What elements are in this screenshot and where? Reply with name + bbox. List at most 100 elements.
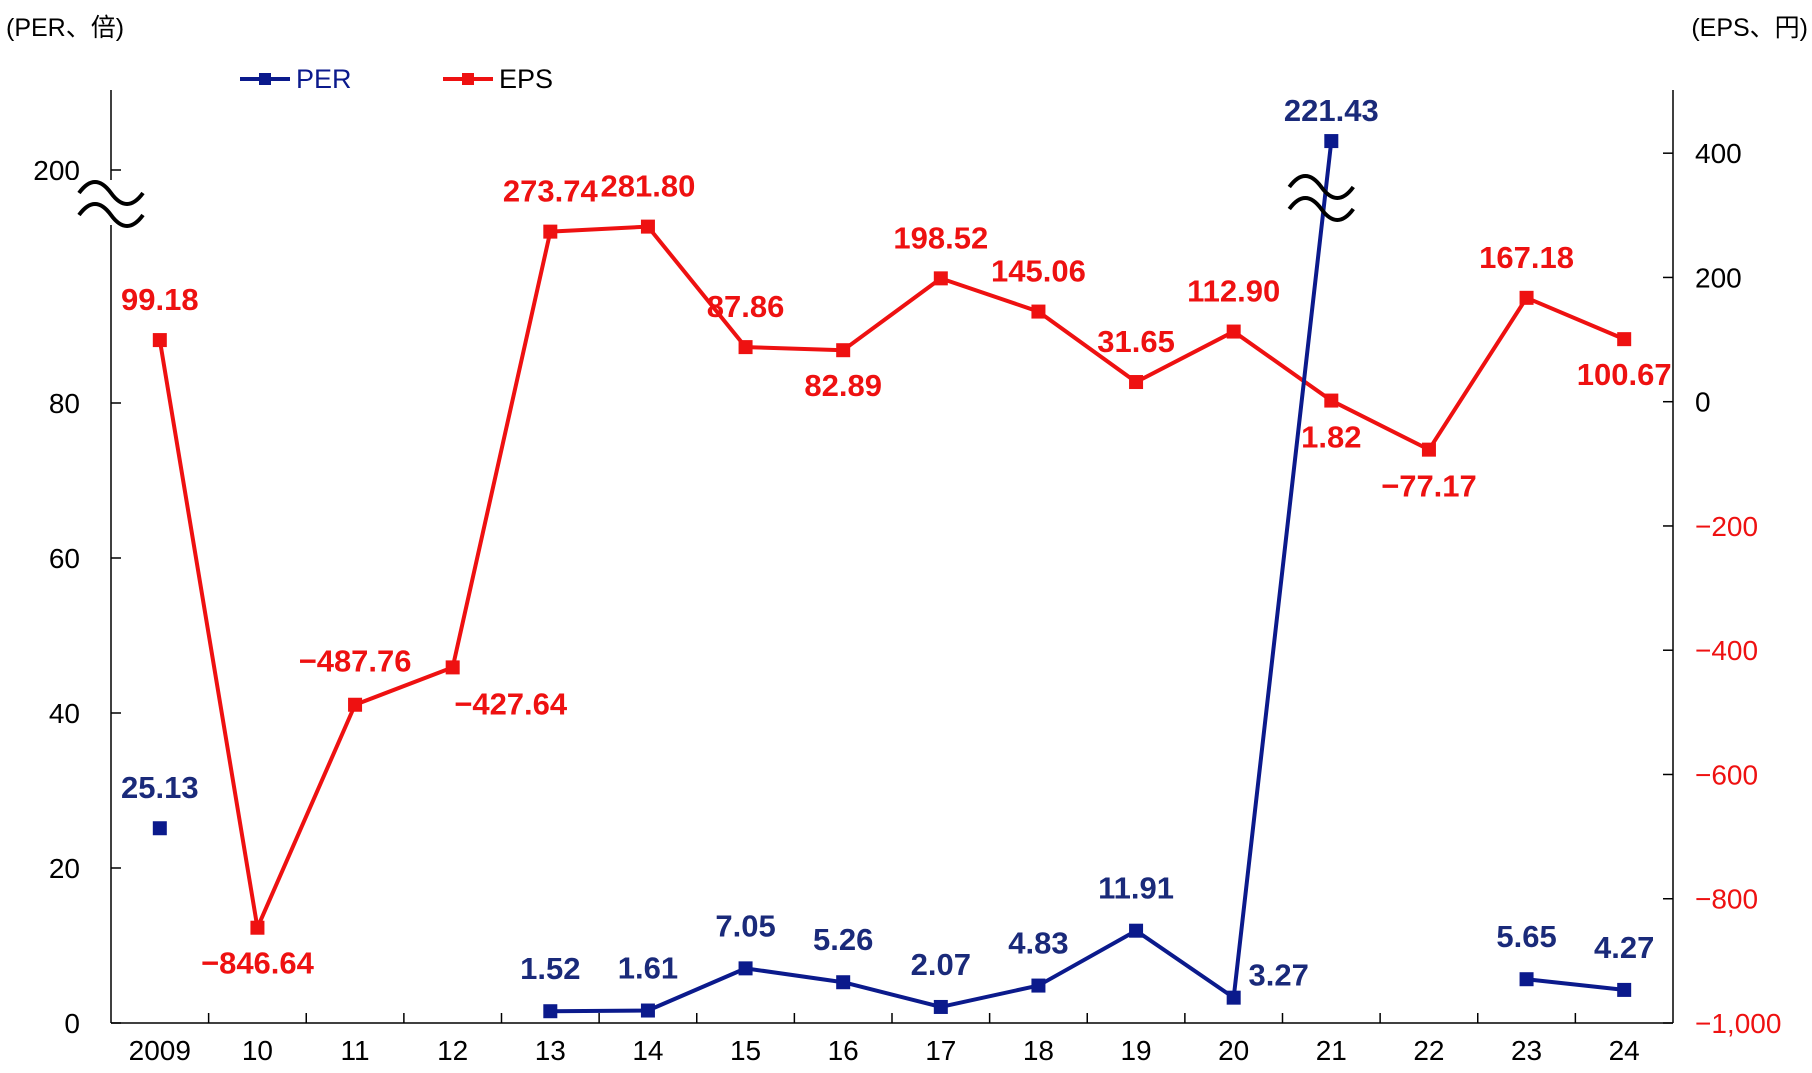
per-data-label: 25.13: [121, 770, 199, 805]
per-point: [640, 1003, 655, 1018]
right-tick-label: 400: [1695, 138, 1742, 169]
x-tick-label: 16: [828, 1035, 859, 1066]
left-tick-label: 20: [49, 853, 80, 884]
eps-point: [1519, 290, 1534, 305]
eps-point: [933, 271, 948, 286]
axis-break-marks: [67, 174, 1355, 228]
eps-data-label: 100.67: [1577, 357, 1672, 392]
eps-point: [738, 340, 753, 355]
legend: PER EPS: [240, 64, 553, 94]
right-tick-label: −600: [1695, 759, 1758, 790]
per-data-label: 4.83: [1008, 926, 1068, 961]
per-point: [738, 961, 753, 976]
eps-data-label: 273.74: [503, 174, 599, 209]
x-tick-label: 21: [1316, 1035, 1347, 1066]
per-point: [1519, 972, 1534, 987]
eps-point: [836, 343, 851, 358]
left-axis-break-icon: [77, 202, 145, 228]
per-point: [1324, 134, 1339, 149]
eps-data-label: −77.17: [1381, 469, 1477, 504]
per-point: [1226, 990, 1241, 1005]
eps-data-label: 167.18: [1479, 240, 1574, 275]
legend-marker-eps: [462, 73, 474, 85]
x-tick-label: 11: [341, 1035, 370, 1066]
x-tick-label: 13: [535, 1035, 566, 1066]
x-tick-label: 14: [632, 1035, 663, 1066]
left-tick-label: 0: [64, 1008, 80, 1039]
eps-point: [640, 219, 655, 234]
eps-point: [250, 920, 265, 935]
eps-point: [1324, 393, 1339, 408]
right-axis-unit: (EPS、円): [1691, 14, 1808, 42]
eps-point: [445, 660, 460, 675]
eps-line: [157, 224, 1625, 930]
per-data-label: 5.26: [813, 922, 873, 957]
per-series: [152, 134, 1632, 1019]
per-line: [1526, 977, 1625, 992]
x-tick-label: 10: [242, 1035, 273, 1066]
per-data-label: 221.43: [1284, 93, 1379, 128]
per-line-break-icon: [1287, 196, 1355, 222]
right-tick-label: −200: [1695, 511, 1758, 542]
x-tick-label: 2009: [129, 1035, 191, 1066]
eps-data-label: −427.64: [454, 686, 568, 721]
eps-data-label: 82.89: [804, 368, 882, 403]
eps-data-label: 112.90: [1187, 274, 1280, 309]
left-axis-break-icon: [77, 180, 145, 206]
left-tick-label: 80: [49, 388, 80, 419]
per-point: [1031, 978, 1046, 993]
x-tick-label: 23: [1511, 1035, 1542, 1066]
per-data-label: 3.27: [1249, 958, 1309, 993]
per-point: [543, 1004, 558, 1019]
per-data-label: 1.52: [520, 951, 580, 986]
left-tick-label: 60: [49, 543, 80, 574]
left-tick-label: 40: [49, 698, 80, 729]
per-point: [152, 821, 167, 836]
eps-data-label: 145.06: [991, 254, 1086, 289]
eps-data-label: 281.80: [601, 169, 696, 204]
per-data-label: 1.61: [618, 951, 678, 986]
right-tick-label: 200: [1695, 262, 1742, 293]
eps-point: [348, 697, 363, 712]
per-data-label: 2.07: [911, 947, 971, 982]
legend-label-eps: EPS: [499, 64, 553, 94]
right-tick-label: −1,000: [1695, 1008, 1781, 1039]
data-labels: 99.18 −846.64 −487.76 −427.64 273.74 281.80 87…: [121, 93, 1672, 993]
eps-point: [152, 333, 167, 348]
legend-item-eps: EPS: [443, 64, 553, 94]
eps-data-label: 31.65: [1097, 324, 1175, 359]
x-tick-label: 18: [1023, 1035, 1054, 1066]
per-data-label: 7.05: [715, 908, 775, 943]
x-tick-label: 22: [1413, 1035, 1444, 1066]
per-data-label: 5.65: [1496, 919, 1556, 954]
x-tick-label: 12: [437, 1035, 468, 1066]
eps-point: [543, 224, 558, 239]
x-tick-label: 19: [1120, 1035, 1151, 1066]
right-tick-label: −400: [1695, 635, 1758, 666]
per-point: [933, 999, 948, 1014]
per-data-label: 4.27: [1594, 930, 1654, 965]
eps-data-label: 198.52: [893, 220, 988, 255]
eps-data-label: −846.64: [201, 946, 315, 981]
eps-series: [152, 219, 1632, 935]
legend-marker-per: [259, 73, 271, 85]
eps-point: [1129, 375, 1144, 390]
eps-point: [1031, 304, 1046, 319]
eps-data-label: 99.18: [121, 282, 199, 317]
per-point: [836, 975, 851, 990]
per-line-break-icon: [1287, 174, 1355, 200]
per-point: [1129, 923, 1144, 938]
eps-data-label: −487.76: [299, 644, 412, 679]
axes: 2009 10 11 12 13 14 15 16 17 18 19 20 21 22 23 24 0 20 40 6…: [33, 90, 1781, 1066]
per-data-label: 11.91: [1098, 871, 1174, 906]
right-tick-label: −800: [1695, 884, 1758, 915]
x-tick-label: 24: [1609, 1035, 1640, 1066]
right-tick-label: 0: [1695, 387, 1711, 418]
eps-data-label: 1.82: [1301, 420, 1361, 455]
x-tick-label: 15: [730, 1035, 761, 1066]
eps-point: [1617, 332, 1632, 347]
left-axis-unit: (PER、倍): [6, 14, 124, 42]
eps-point: [1421, 442, 1436, 457]
legend-item-per: PER: [240, 64, 352, 94]
